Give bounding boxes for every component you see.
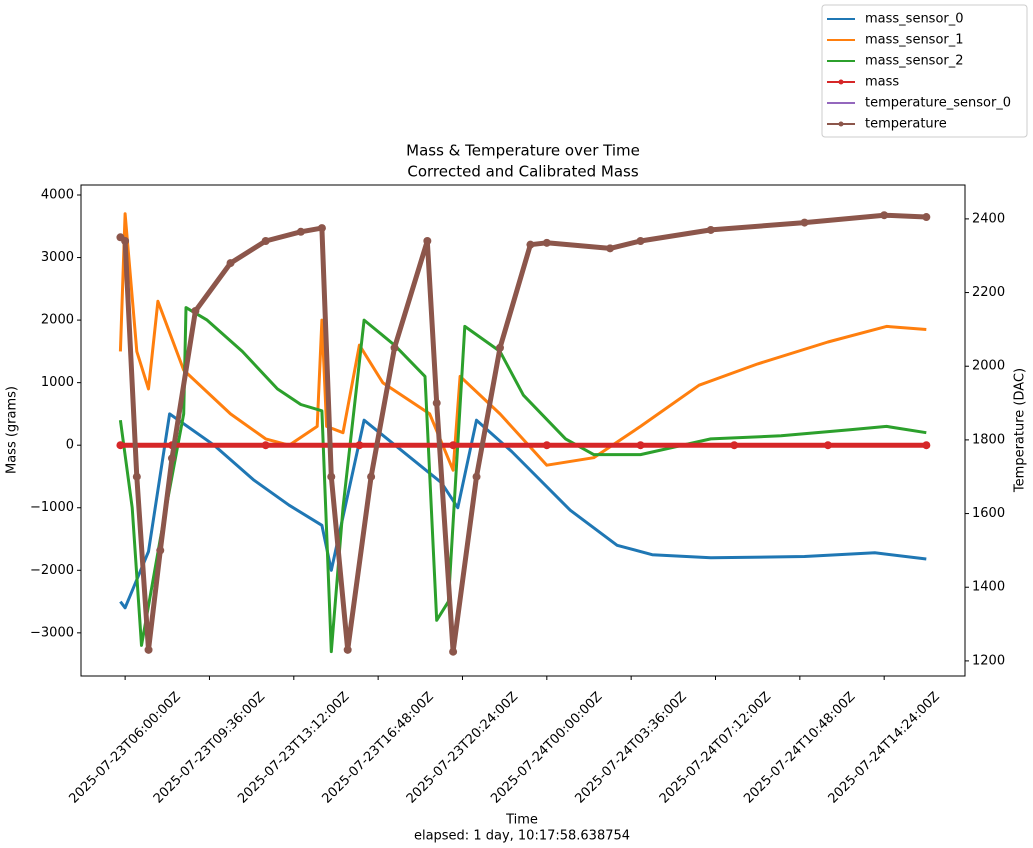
series-marker bbox=[542, 238, 551, 247]
y-tick-label: 1000 bbox=[41, 375, 74, 390]
y2-tick-label: 1200 bbox=[972, 653, 1005, 668]
series-marker bbox=[423, 236, 432, 245]
legend-label: mass_sensor_0 bbox=[865, 12, 964, 27]
series-marker bbox=[880, 211, 889, 220]
y2-axis-label: Temperature (DAC) bbox=[1013, 368, 1028, 493]
y2-tick-label: 1800 bbox=[972, 432, 1005, 447]
series-marker bbox=[226, 259, 235, 268]
series-marker bbox=[542, 441, 551, 450]
series-marker bbox=[472, 472, 481, 481]
series-line bbox=[118, 212, 927, 655]
legend-label: mass_sensor_2 bbox=[865, 54, 964, 69]
y-axis-label: Mass (grams) bbox=[5, 386, 20, 474]
y2-tick-label: 1600 bbox=[972, 506, 1005, 521]
series-marker bbox=[922, 213, 931, 222]
y2-tick-label: 2000 bbox=[972, 359, 1005, 374]
legend-label: mass_sensor_1 bbox=[865, 33, 964, 48]
series-marker bbox=[132, 472, 141, 481]
series-line bbox=[118, 212, 927, 472]
plot-frame bbox=[80, 184, 966, 677]
chart-title: Mass & Temperature over Time bbox=[406, 142, 640, 160]
series-marker bbox=[327, 472, 336, 481]
series-marker bbox=[121, 236, 130, 245]
series-marker bbox=[390, 343, 399, 352]
y2-tick-label: 2200 bbox=[972, 285, 1005, 300]
x-axis-note: elapsed: 1 day, 10:17:58.638754 bbox=[414, 829, 630, 844]
series-marker bbox=[167, 454, 176, 463]
legend-box bbox=[821, 4, 1028, 138]
chart-subtitle: Corrected and Calibrated Mass bbox=[407, 163, 638, 181]
legend: mass_sensor_0 mass_sensor_1 mass_sensor_2m… bbox=[821, 4, 1028, 138]
series-marker bbox=[156, 546, 165, 555]
legend-label: temperature bbox=[865, 117, 947, 132]
y-tick-label: 4000 bbox=[41, 188, 74, 203]
series-marker bbox=[800, 218, 809, 227]
x-axis-label: Time bbox=[505, 813, 538, 828]
series-marker bbox=[343, 645, 352, 654]
series-marker bbox=[495, 343, 504, 352]
series-marker bbox=[116, 441, 125, 450]
series-marker bbox=[261, 236, 270, 245]
series-marker bbox=[317, 224, 326, 233]
series-marker bbox=[706, 225, 715, 234]
series-marker bbox=[823, 441, 832, 450]
series-marker bbox=[922, 441, 931, 450]
series-marker bbox=[144, 645, 153, 654]
y-tick-label: 0 bbox=[66, 438, 74, 453]
y-tick-label: −2000 bbox=[30, 563, 74, 578]
y2-tick-label: 1400 bbox=[972, 580, 1005, 595]
series-marker bbox=[449, 647, 458, 656]
series-marker bbox=[449, 441, 458, 450]
series-marker bbox=[191, 306, 200, 315]
series-marker bbox=[730, 441, 739, 450]
y2-tick-label: 2400 bbox=[972, 211, 1005, 226]
series-marker bbox=[636, 236, 645, 245]
series-marker bbox=[355, 441, 364, 450]
y-tick-label: −3000 bbox=[30, 625, 74, 640]
series-marker bbox=[367, 472, 376, 481]
series-marker bbox=[296, 227, 305, 236]
legend-label: temperature_sensor_0 bbox=[865, 96, 1011, 111]
series-line bbox=[118, 306, 927, 654]
legend-marker bbox=[838, 79, 844, 85]
series-marker bbox=[636, 441, 645, 450]
legend-marker bbox=[838, 121, 844, 127]
series-marker bbox=[261, 441, 270, 450]
series-marker bbox=[526, 240, 535, 249]
y-tick-label: 2000 bbox=[41, 313, 74, 328]
y-tick-label: −1000 bbox=[30, 500, 74, 515]
legend-label: mass bbox=[865, 75, 899, 90]
y-tick-label: 3000 bbox=[41, 250, 74, 265]
series-marker bbox=[432, 399, 441, 408]
series-marker bbox=[606, 244, 615, 253]
